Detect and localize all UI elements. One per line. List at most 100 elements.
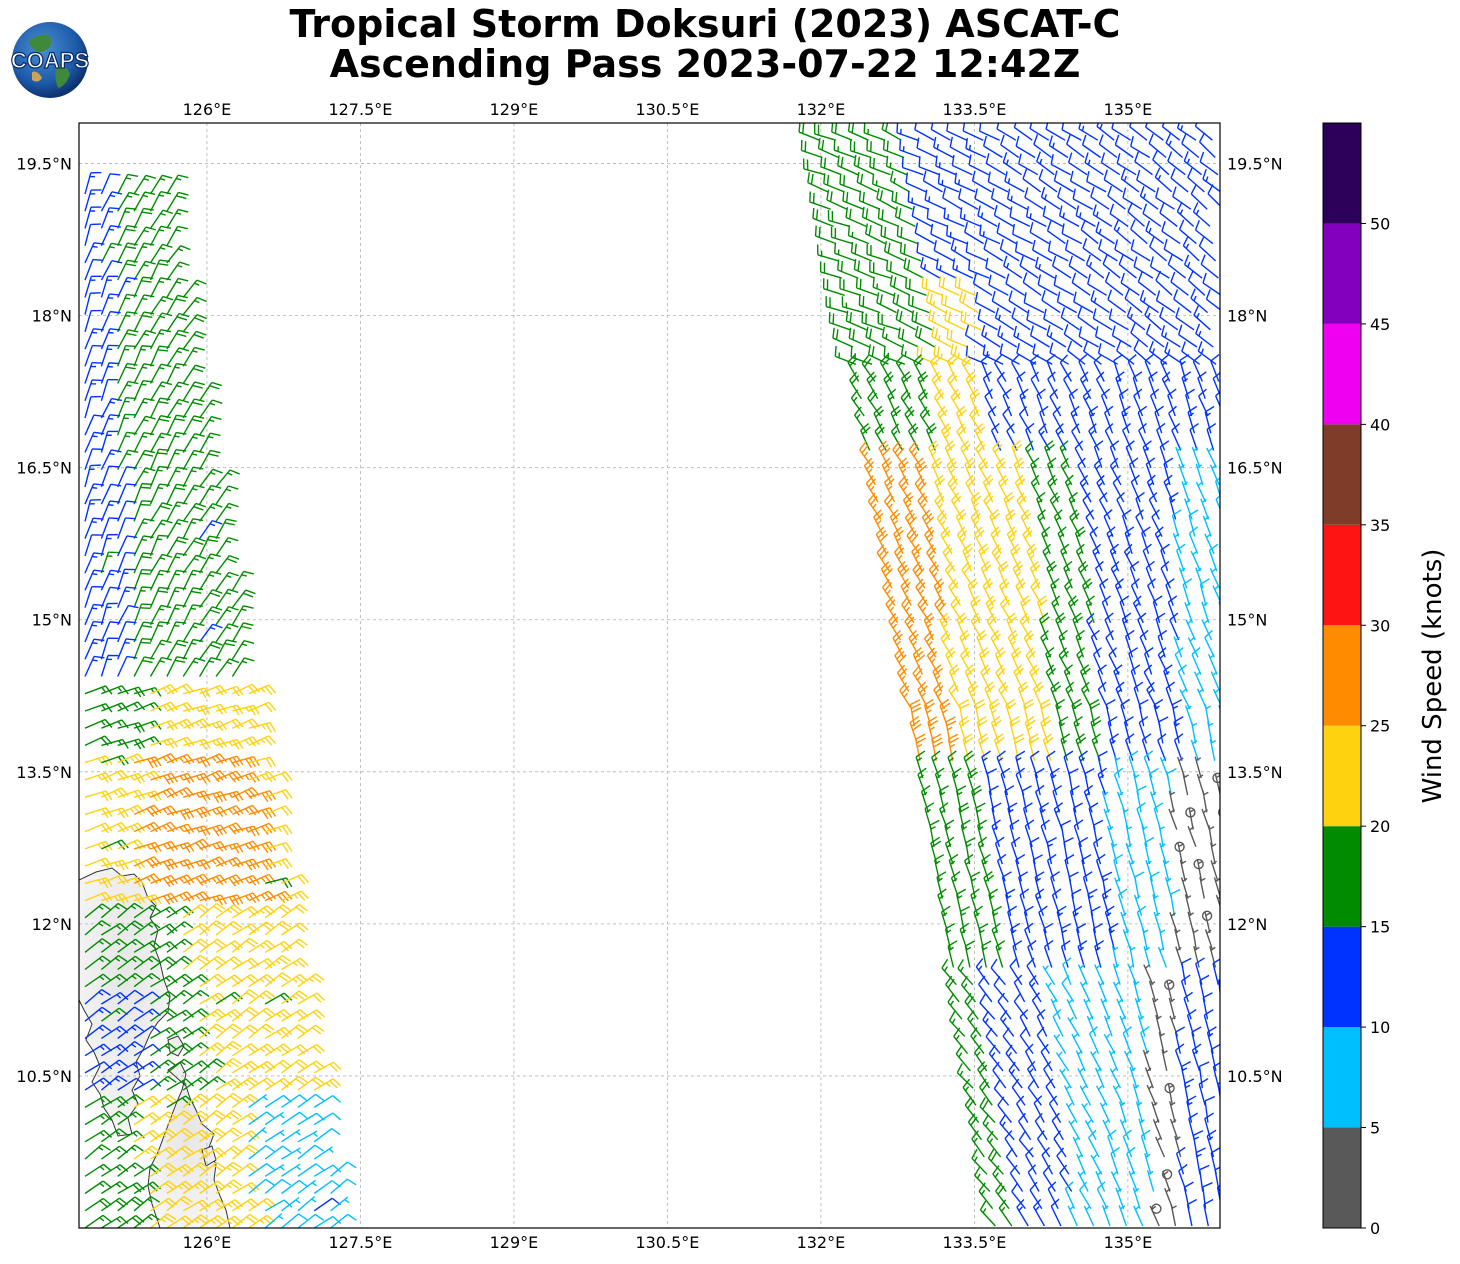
wind-barb <box>199 606 223 626</box>
wind-barb <box>166 414 187 436</box>
wind-barb <box>100 517 120 539</box>
colorbar-tick-3: 15 <box>1370 918 1390 937</box>
wind-barb <box>117 173 139 195</box>
wind-barb <box>166 656 188 677</box>
wind-barb <box>117 586 137 608</box>
wind-barb <box>166 823 195 835</box>
wind-barb <box>182 873 211 886</box>
wind-barb <box>117 902 144 919</box>
wind-barb <box>231 937 259 953</box>
wind-barb <box>166 501 188 522</box>
wind-barb <box>84 718 113 729</box>
wind-barb <box>166 938 194 953</box>
wind-barb <box>84 328 104 350</box>
wind-barb <box>911 123 932 124</box>
plot-area <box>78 122 1235 1229</box>
wind-barb <box>182 279 207 298</box>
wind-barb <box>133 904 161 919</box>
wind-barb <box>117 722 146 734</box>
wind-barb <box>117 955 145 971</box>
lon-tick-top-1: 127.5°E <box>328 100 392 119</box>
wind-barb <box>101 839 129 851</box>
wind-barb <box>297 973 325 988</box>
lon-tick-top-5: 133.5°E <box>942 100 1006 119</box>
wind-barb <box>231 639 255 660</box>
wind-barb <box>199 753 228 764</box>
wind-barb <box>100 483 122 505</box>
wind-barb <box>199 874 228 886</box>
wind-barb <box>133 603 152 626</box>
wind-barb <box>199 737 228 749</box>
wind-barb <box>149 465 170 488</box>
wind-barb <box>182 938 210 953</box>
wind-barb <box>133 482 153 505</box>
wind-barb <box>133 955 161 971</box>
wind-barb <box>84 877 113 889</box>
lat-tick-right-2: 16.5°N <box>1227 459 1283 478</box>
lon-tick-bottom-3: 130.5°E <box>635 1233 699 1252</box>
wind-barb <box>133 294 155 315</box>
wind-barb <box>117 517 136 539</box>
wind-barb <box>117 972 145 988</box>
wind-barb <box>166 874 195 886</box>
colorbar-bin-6 <box>1323 524 1361 626</box>
wind-barb <box>149 243 173 264</box>
wind-barb <box>281 904 308 919</box>
wind-barb <box>149 569 171 591</box>
wind-barb <box>100 586 121 608</box>
wind-barb <box>149 586 170 608</box>
wind-barb <box>166 261 190 281</box>
wind-barb <box>198 656 222 677</box>
wind-barb <box>231 657 255 677</box>
wind-barb <box>149 621 170 643</box>
wind-barb <box>182 415 205 436</box>
wind-barb <box>264 955 292 971</box>
wind-barb <box>100 414 121 436</box>
wind-barb <box>182 346 205 367</box>
wind-barb <box>100 207 120 229</box>
wind-barb <box>297 992 326 1005</box>
wind-barb <box>166 586 187 608</box>
wind-barb <box>133 379 154 402</box>
colorbar-bin-4 <box>1323 725 1361 827</box>
wind-barb <box>248 735 277 747</box>
wind-barb <box>1191 123 1211 124</box>
colorbar-tick-0: 0 <box>1370 1219 1380 1238</box>
wind-barb <box>182 838 211 851</box>
wind-barb <box>182 604 203 626</box>
wind-barb <box>84 483 105 505</box>
wind-barb <box>149 191 172 212</box>
wind-barb <box>1221 1200 1235 1226</box>
lon-tick-bottom-1: 127.5°E <box>328 1233 392 1252</box>
wind-barb <box>166 736 195 748</box>
wind-barb <box>182 622 205 643</box>
colorbar-bin-1 <box>1323 1027 1361 1128</box>
wind-barb <box>117 466 137 488</box>
lat-tick-left-6: 10.5°N <box>16 1067 72 1086</box>
wind-barb <box>100 654 119 677</box>
wind-barb <box>183 687 211 699</box>
wind-barb <box>166 718 195 730</box>
wind-barb <box>264 824 293 836</box>
wind-barb <box>84 517 104 539</box>
wind-barb <box>100 191 123 212</box>
wind-barb <box>166 841 195 853</box>
wind-barb <box>84 685 113 695</box>
wind-barb <box>84 638 105 660</box>
wind-barb <box>182 502 207 522</box>
wind-barb <box>84 361 103 384</box>
wind-barb <box>84 585 103 608</box>
lat-tick-left-3: 15°N <box>32 611 72 630</box>
wind-barb <box>84 498 101 522</box>
wind-barb <box>248 890 277 902</box>
wind-barb <box>264 940 293 953</box>
lon-tick-top-4: 132°E <box>797 100 846 119</box>
wind-barb <box>117 638 137 660</box>
wind-barb <box>166 225 188 247</box>
wind-barb <box>150 840 178 852</box>
wind-barb <box>84 569 105 591</box>
wind-barb <box>248 756 276 768</box>
wind-barb <box>133 921 161 936</box>
wind-barb <box>215 623 239 643</box>
wind-barb <box>133 518 155 539</box>
